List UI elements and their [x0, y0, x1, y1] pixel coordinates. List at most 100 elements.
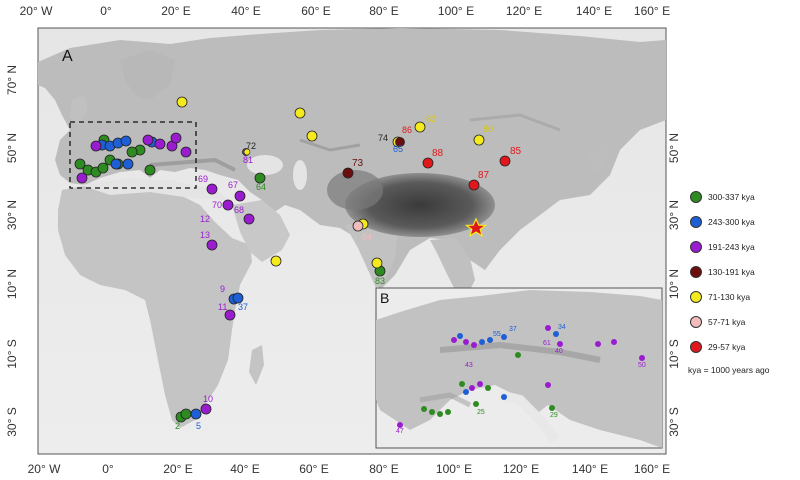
sample-point[interactable]: [122, 158, 134, 170]
lat-tick-left: 10° S: [4, 334, 20, 374]
sample-label: 83: [375, 276, 386, 286]
sample-point[interactable]: [595, 341, 601, 347]
lat-tick-label: 30° N: [5, 199, 19, 231]
sample-point[interactable]: [501, 394, 507, 400]
sample-point[interactable]: [176, 96, 188, 108]
sample-point[interactable]: [180, 146, 192, 158]
sample-point[interactable]: [294, 107, 306, 119]
inset-sample-label: 61: [543, 340, 551, 347]
sample-point[interactable]: [254, 172, 266, 184]
sample-point[interactable]: [414, 121, 426, 133]
inset-adriatic: [498, 390, 559, 443]
lat-tick-label: 50° N: [5, 132, 19, 164]
sample-point[interactable]: [422, 157, 434, 169]
sample-point[interactable]: [501, 334, 507, 340]
lon-tick-top: 120° E: [505, 4, 543, 18]
sample-point[interactable]: [120, 135, 132, 147]
sample-point[interactable]: [74, 158, 86, 170]
sample-point[interactable]: [545, 382, 551, 388]
pamir-highlands: [327, 170, 383, 210]
inset-sample-label: 40: [555, 348, 563, 355]
sample-point[interactable]: [445, 409, 451, 415]
sample-point[interactable]: [557, 341, 563, 347]
sample-point[interactable]: [190, 408, 202, 420]
sample-point[interactable]: [485, 385, 491, 391]
sample-label: 67: [228, 180, 239, 190]
sample-point[interactable]: [90, 140, 102, 152]
sample-point[interactable]: [463, 339, 469, 345]
sample-point[interactable]: [545, 325, 551, 331]
sample-point[interactable]: [342, 167, 354, 179]
lat-tick-left: 30° S: [4, 402, 20, 442]
sample-point[interactable]: [473, 401, 479, 407]
sample-point[interactable]: [243, 213, 255, 225]
sample-point[interactable]: [352, 220, 364, 232]
sample-point[interactable]: [170, 132, 182, 144]
sample-point[interactable]: [553, 331, 559, 337]
lon-tick-top: 140° E: [575, 4, 613, 18]
eurasia-land: [38, 28, 666, 290]
sample-label: 10: [203, 394, 214, 404]
sample-point[interactable]: [97, 162, 109, 174]
sample-point[interactable]: [499, 155, 511, 167]
main-samples: [74, 96, 511, 423]
sample-point[interactable]: [180, 408, 192, 420]
sample-point[interactable]: [200, 403, 212, 415]
sample-point[interactable]: [451, 337, 457, 343]
lat-tick-left: 30° N: [4, 195, 20, 235]
black-sea: [247, 155, 283, 175]
sample-point[interactable]: [371, 257, 383, 269]
sample-label: 2: [175, 421, 181, 431]
lon-tick-bottom: 140° E: [571, 462, 609, 476]
sample-point[interactable]: [232, 292, 244, 304]
sample-point[interactable]: [144, 164, 156, 176]
sample-point[interactable]: [468, 179, 480, 191]
sample-point[interactable]: [479, 339, 485, 345]
mediterranean-sea: [80, 178, 230, 200]
lat-tick-label: 10° S: [667, 339, 681, 369]
sample-point[interactable]: [611, 339, 617, 345]
sample-point[interactable]: [429, 409, 435, 415]
lon-tick-bottom: 120° E: [502, 462, 540, 476]
sample-point[interactable]: [469, 385, 475, 391]
lon-tick-top: 40° E: [231, 4, 261, 18]
inset-alps: [439, 341, 601, 363]
sample-point[interactable]: [437, 411, 443, 417]
sample-point[interactable]: [306, 130, 318, 142]
sample-point[interactable]: [243, 148, 251, 156]
sample-point[interactable]: [515, 352, 521, 358]
sample-point[interactable]: [110, 158, 122, 170]
sample-point[interactable]: [457, 333, 463, 339]
lon-tick-bottom: 100° E: [435, 462, 473, 476]
star-icon: [464, 217, 488, 238]
lon-tick-bottom: 20° E: [163, 462, 193, 476]
caucasus-range: [299, 138, 361, 152]
sample-point[interactable]: [126, 146, 138, 158]
sample-point[interactable]: [487, 337, 493, 343]
sample-point[interactable]: [206, 183, 218, 195]
sample-point[interactable]: [270, 255, 282, 267]
sample-point[interactable]: [206, 239, 218, 251]
sample-point[interactable]: [224, 309, 236, 321]
sample-point[interactable]: [477, 381, 483, 387]
lat-tick-label: 30° N: [667, 199, 681, 231]
sample-point[interactable]: [463, 389, 469, 395]
legend-swatch: [690, 266, 702, 278]
sample-point[interactable]: [421, 406, 427, 412]
sample-point[interactable]: [234, 190, 246, 202]
sample-point[interactable]: [473, 134, 485, 146]
sample-point[interactable]: [471, 342, 477, 348]
sample-point[interactable]: [154, 138, 166, 150]
sample-point[interactable]: [397, 422, 403, 428]
sample-point[interactable]: [142, 134, 154, 146]
sample-point[interactable]: [639, 355, 645, 361]
lat-tick-right: 50° N: [666, 128, 682, 168]
sample-point[interactable]: [459, 381, 465, 387]
sample-point[interactable]: [549, 405, 555, 411]
sample-point[interactable]: [222, 199, 234, 211]
lon-tick-top: 80° E: [369, 4, 399, 18]
sample-label: 64: [256, 182, 267, 192]
sample-point[interactable]: [395, 137, 405, 147]
sample-point[interactable]: [76, 172, 88, 184]
